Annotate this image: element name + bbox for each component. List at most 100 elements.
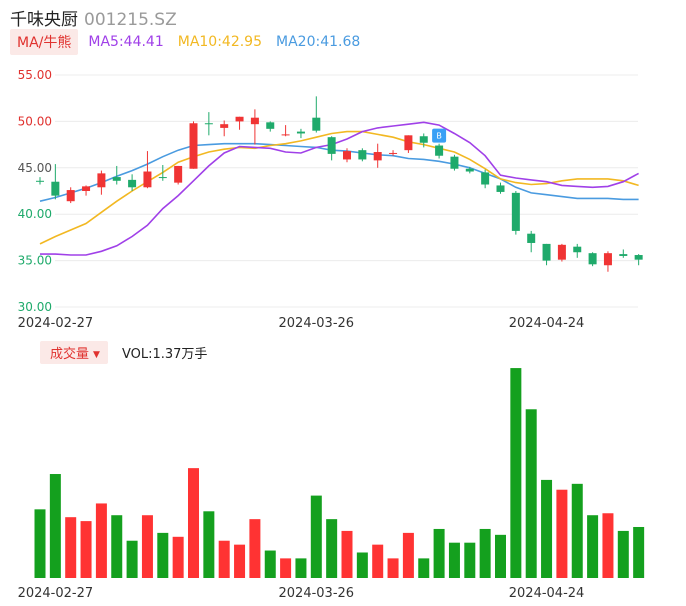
candle-body [527,233,536,243]
volume-bar [617,530,629,578]
ma20-legend: MA20:41.68 [276,34,361,50]
volume-bar [49,474,61,578]
candle-body [36,180,44,182]
candle-body [143,171,152,188]
volume-bar [188,468,199,578]
y-tick-label: 55.00 [18,68,52,82]
candle-body [435,145,444,156]
y-tick-label: 35.00 [18,254,52,268]
volume-bar [510,368,522,578]
candle-body [588,253,597,265]
candle-body [450,156,459,169]
x-tick-label: 2024-02-27 [18,586,94,601]
y-tick-label: 45.00 [18,161,52,175]
volume-bar [541,479,553,578]
candle-body [542,243,551,261]
x-tick-label: 2024-02-27 [18,316,94,331]
volume-bar [402,532,414,578]
volume-bar [495,534,506,578]
x-tick-label: 2024-04-24 [509,586,585,601]
candle-body [358,150,367,160]
volume-bar [464,542,476,578]
volume-bar [65,517,77,578]
volume-bar [264,550,276,578]
candle-body [204,123,213,125]
buy-marker-icon [432,128,447,143]
ma5-line [40,121,639,256]
candle-body [603,253,612,266]
candle-body [51,181,60,196]
caret-down-icon: ▼ [93,349,100,360]
volume-bar [295,558,307,578]
candle-body [373,152,382,161]
stock-title: 千味央厨 001215.SZ [10,5,177,30]
volume-bar [203,511,215,578]
x-tick-label: 2024-03-26 [279,586,355,601]
candle-body [619,254,628,256]
volume-bar [326,519,338,578]
candle-body [281,134,290,136]
candle-body [557,244,566,260]
volume-bar [479,528,491,578]
volume-bar [157,532,169,578]
volume-bar [433,528,445,578]
volume-bar [141,515,153,578]
ma-indicator-selector[interactable]: MA/牛熊 [10,29,79,55]
volume-bar [126,540,138,578]
volume-bar [633,526,645,578]
candle-body [465,168,474,172]
candle-body [189,123,198,169]
y-tick-label: 50.00 [18,114,52,128]
candle-body [481,172,490,185]
candle-body [220,124,229,128]
volume-bar [525,409,537,578]
candle-body [174,165,183,183]
x-tick-label: 2024-04-24 [509,316,585,331]
candle-body [112,177,121,181]
volume-value: VOL:1.37万手 [121,346,208,362]
candle-body [296,131,305,134]
candle-body [97,173,106,188]
candle-body [573,246,582,253]
volume-bar [111,515,123,578]
volume-bar [218,540,230,578]
candle-body [128,179,137,188]
stock-name: 千味央厨 [10,10,78,30]
y-tick-label: 40.00 [18,207,52,221]
candle-body [82,186,91,191]
candle-body [404,135,413,151]
candle-body [389,152,398,154]
volume-bar [602,513,614,578]
volume-bar [387,558,399,578]
volume-bar [249,519,261,578]
volume-bar [448,542,460,578]
volume-bar [172,536,184,578]
volume-indicator-label: 成交量 [50,346,90,362]
candle-body [312,117,321,131]
volume-bar [95,503,107,578]
volume-bar [571,483,583,578]
candle-body [158,177,167,179]
candle-body [511,192,520,231]
candle-body [634,255,643,260]
volume-bar [372,544,384,578]
buy-marker-label: B [436,132,442,141]
volume-bar [356,552,368,578]
x-tick-label: 2024-03-26 [279,316,355,331]
volume-bar [587,515,599,578]
ma20-line [39,142,639,202]
ma10-legend: MA10:42.95 [177,34,263,50]
candle-body [66,190,75,202]
y-tick-label: 30.00 [18,300,52,314]
candle-body [266,122,275,129]
volume-bar [234,544,246,578]
candle-body [343,151,351,160]
volume-bar [418,558,430,578]
volume-bar [80,521,92,578]
ma10-line [39,130,639,245]
ma-legend: MA/牛熊 MA5:44.41 MA10:42.95 MA20:41.68 [10,29,374,55]
candle-body [235,116,244,122]
volume-legend: 成交量 ▼ VOL:1.37万手 [40,340,208,364]
volume-indicator-selector[interactable]: 成交量 ▼ [40,340,108,364]
